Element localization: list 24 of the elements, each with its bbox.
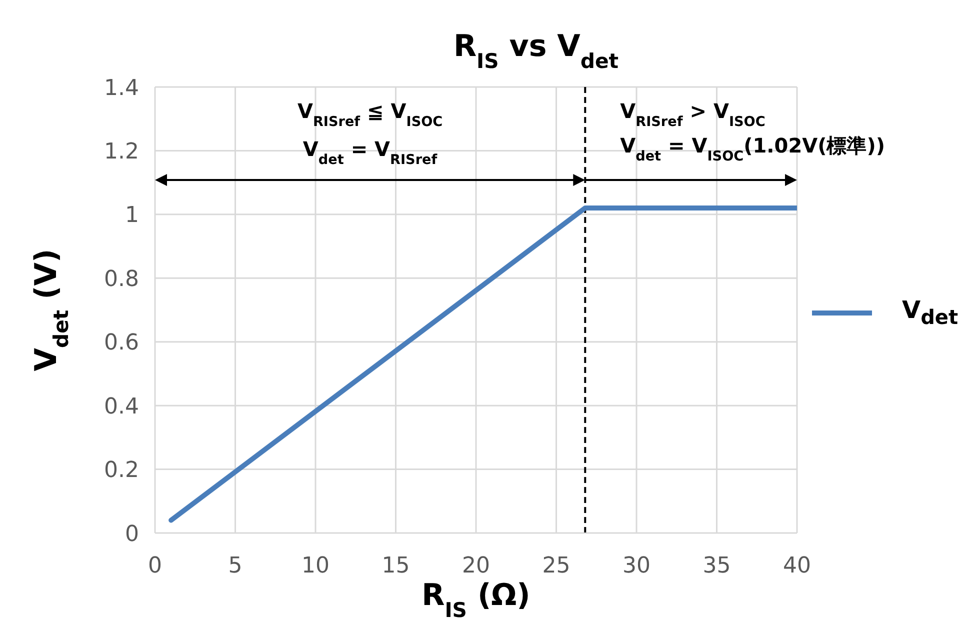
x-tick-label: 30 (622, 554, 650, 579)
annotation: V$_{RISref}$ > V$_{ISOC}$ (620, 99, 766, 130)
y-tick-label: 1.4 (104, 76, 139, 101)
y-tick-label: 0 (125, 522, 139, 547)
x-tick-label: 5 (228, 554, 242, 579)
y-tick-label: 0.2 (104, 458, 139, 484)
y-tick-label: 0.6 (104, 330, 139, 356)
annotation: V$_{det}$ = V$_{ISOC}$(1.02V(標準)) (620, 134, 886, 165)
x-tick-label: 15 (382, 554, 410, 579)
y-tick-label: 0.8 (104, 266, 139, 292)
x-tick-label: 10 (302, 554, 330, 579)
y-tick-label: 1.2 (104, 140, 139, 165)
annotation: V$_{RISref}$ ≦ V$_{ISOC}$ (297, 99, 443, 130)
x-tick-label: 20 (462, 554, 490, 579)
x-tick-label: 0 (148, 554, 162, 579)
x-axis-title: R$_{IS}$ (Ω) (422, 578, 530, 622)
x-tick-label: 25 (542, 554, 570, 579)
legend-label: V$_{det}$ (902, 295, 958, 331)
x-tick-label: 40 (783, 554, 811, 579)
x-tick-label: 35 (702, 554, 731, 579)
chart-title: R$_{IS}$ vs V$_{det}$ (453, 29, 619, 73)
y-tick-label: 0.4 (104, 394, 139, 420)
y-tick-label: 1 (125, 203, 139, 228)
annotation: V$_{det}$ = V$_{RISref}$ (302, 137, 438, 168)
